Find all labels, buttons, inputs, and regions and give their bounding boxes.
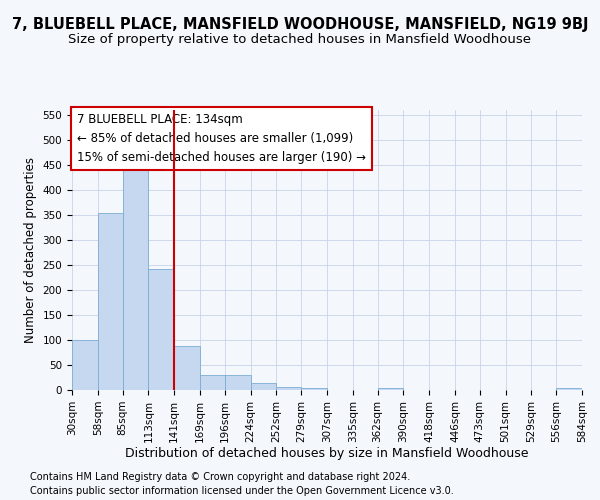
Bar	[174, 346, 200, 390]
Bar	[556, 388, 582, 390]
Y-axis label: Number of detached properties: Number of detached properties	[24, 157, 37, 343]
Bar	[148, 269, 174, 390]
X-axis label: Distribution of detached houses by size in Mansfield Woodhouse: Distribution of detached houses by size …	[125, 448, 529, 460]
Text: 7, BLUEBELL PLACE, MANSFIELD WOODHOUSE, MANSFIELD, NG19 9BJ: 7, BLUEBELL PLACE, MANSFIELD WOODHOUSE, …	[12, 18, 588, 32]
Bar	[377, 388, 403, 390]
Bar	[301, 388, 327, 390]
Text: Size of property relative to detached houses in Mansfield Woodhouse: Size of property relative to detached ho…	[68, 32, 532, 46]
Bar	[251, 383, 277, 390]
Bar	[200, 375, 225, 390]
Text: 7 BLUEBELL PLACE: 134sqm
← 85% of detached houses are smaller (1,099)
15% of sem: 7 BLUEBELL PLACE: 134sqm ← 85% of detach…	[77, 113, 366, 164]
Bar	[72, 340, 98, 390]
Bar	[277, 386, 301, 390]
Text: Contains HM Land Registry data © Crown copyright and database right 2024.: Contains HM Land Registry data © Crown c…	[30, 472, 410, 482]
Bar	[98, 212, 122, 390]
Bar	[225, 375, 251, 390]
Text: Contains public sector information licensed under the Open Government Licence v3: Contains public sector information licen…	[30, 486, 454, 496]
Bar	[122, 166, 148, 390]
